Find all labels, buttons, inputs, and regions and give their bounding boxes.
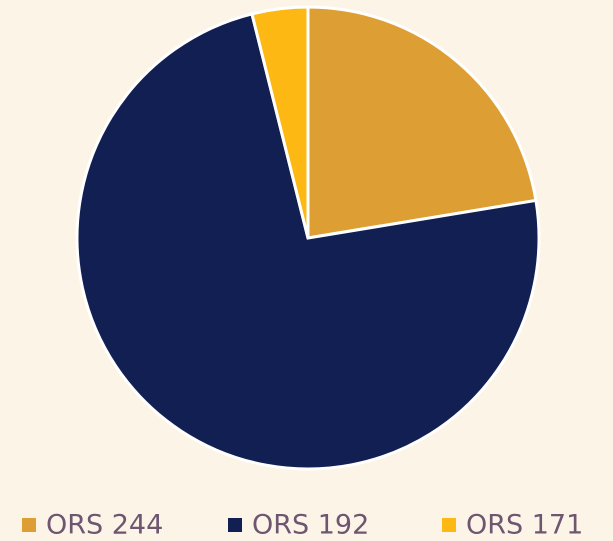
legend-label: ORS 192 — [252, 510, 369, 541]
legend-swatch — [22, 518, 36, 532]
pie-slice — [75, 12, 541, 471]
legend-label: ORS 244 — [46, 510, 163, 541]
pie-slice — [250, 5, 310, 239]
pie-slice — [306, 5, 538, 240]
legend-swatch — [228, 518, 242, 532]
legend-swatch — [442, 518, 456, 532]
legend-label: ORS 171 — [466, 510, 583, 541]
